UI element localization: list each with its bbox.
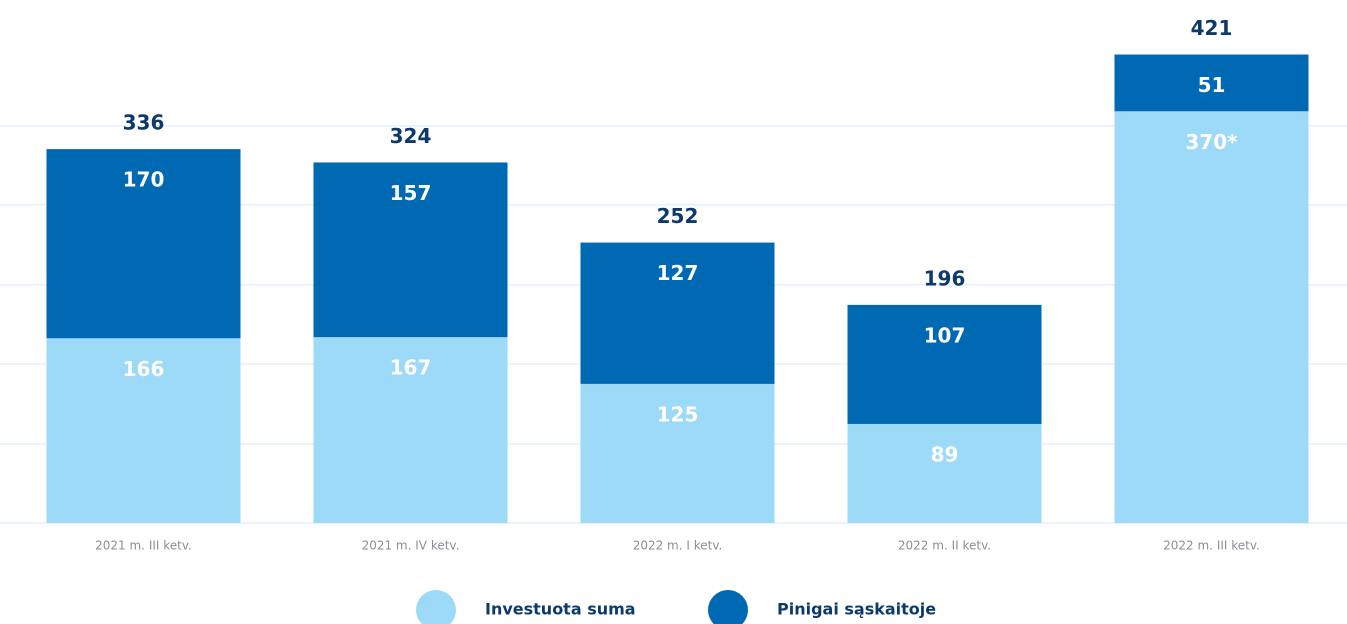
total-label: 324: [390, 124, 432, 148]
x-tick-label: 2022 m. II ketv.: [898, 539, 991, 553]
legend-label: Pinigai sąskaitoje: [777, 600, 936, 619]
x-tick-label: 2021 m. IV ketv.: [362, 539, 460, 553]
bar-segment: [1114, 54, 1309, 112]
total-label: 336: [123, 111, 165, 135]
data-label: 107: [924, 323, 966, 347]
total-label: 196: [924, 266, 966, 290]
data-label: 157: [390, 181, 432, 205]
x-tick-label: 2021 m. III ketv.: [95, 539, 192, 553]
legend-swatch: [708, 590, 748, 624]
bar-segment: [847, 304, 1042, 424]
bar-segment: [580, 383, 775, 523]
data-label: 167: [390, 356, 432, 380]
data-label: 125: [657, 402, 699, 426]
legend-swatch: [416, 590, 456, 624]
data-label: 166: [123, 357, 165, 381]
x-tick-label: 2022 m. III ketv.: [1163, 539, 1260, 553]
total-label: 421: [1191, 16, 1233, 40]
bar-segment: [847, 423, 1042, 523]
legend-label: Investuota suma: [485, 600, 636, 619]
data-label: 89: [931, 442, 959, 466]
data-label: 127: [657, 261, 699, 285]
data-label: 370*: [1185, 130, 1238, 154]
bar-segment: [580, 242, 775, 384]
total-label: 252: [657, 204, 699, 228]
bar-segment: [46, 149, 241, 339]
data-label: 170: [123, 168, 165, 192]
bar-segment: [313, 162, 508, 338]
bar-segment: [46, 338, 241, 523]
bar-segment: [1114, 111, 1309, 523]
x-tick-label: 2022 m. I ketv.: [633, 539, 723, 553]
data-label: 51: [1198, 73, 1226, 97]
bar-segment: [313, 337, 508, 523]
